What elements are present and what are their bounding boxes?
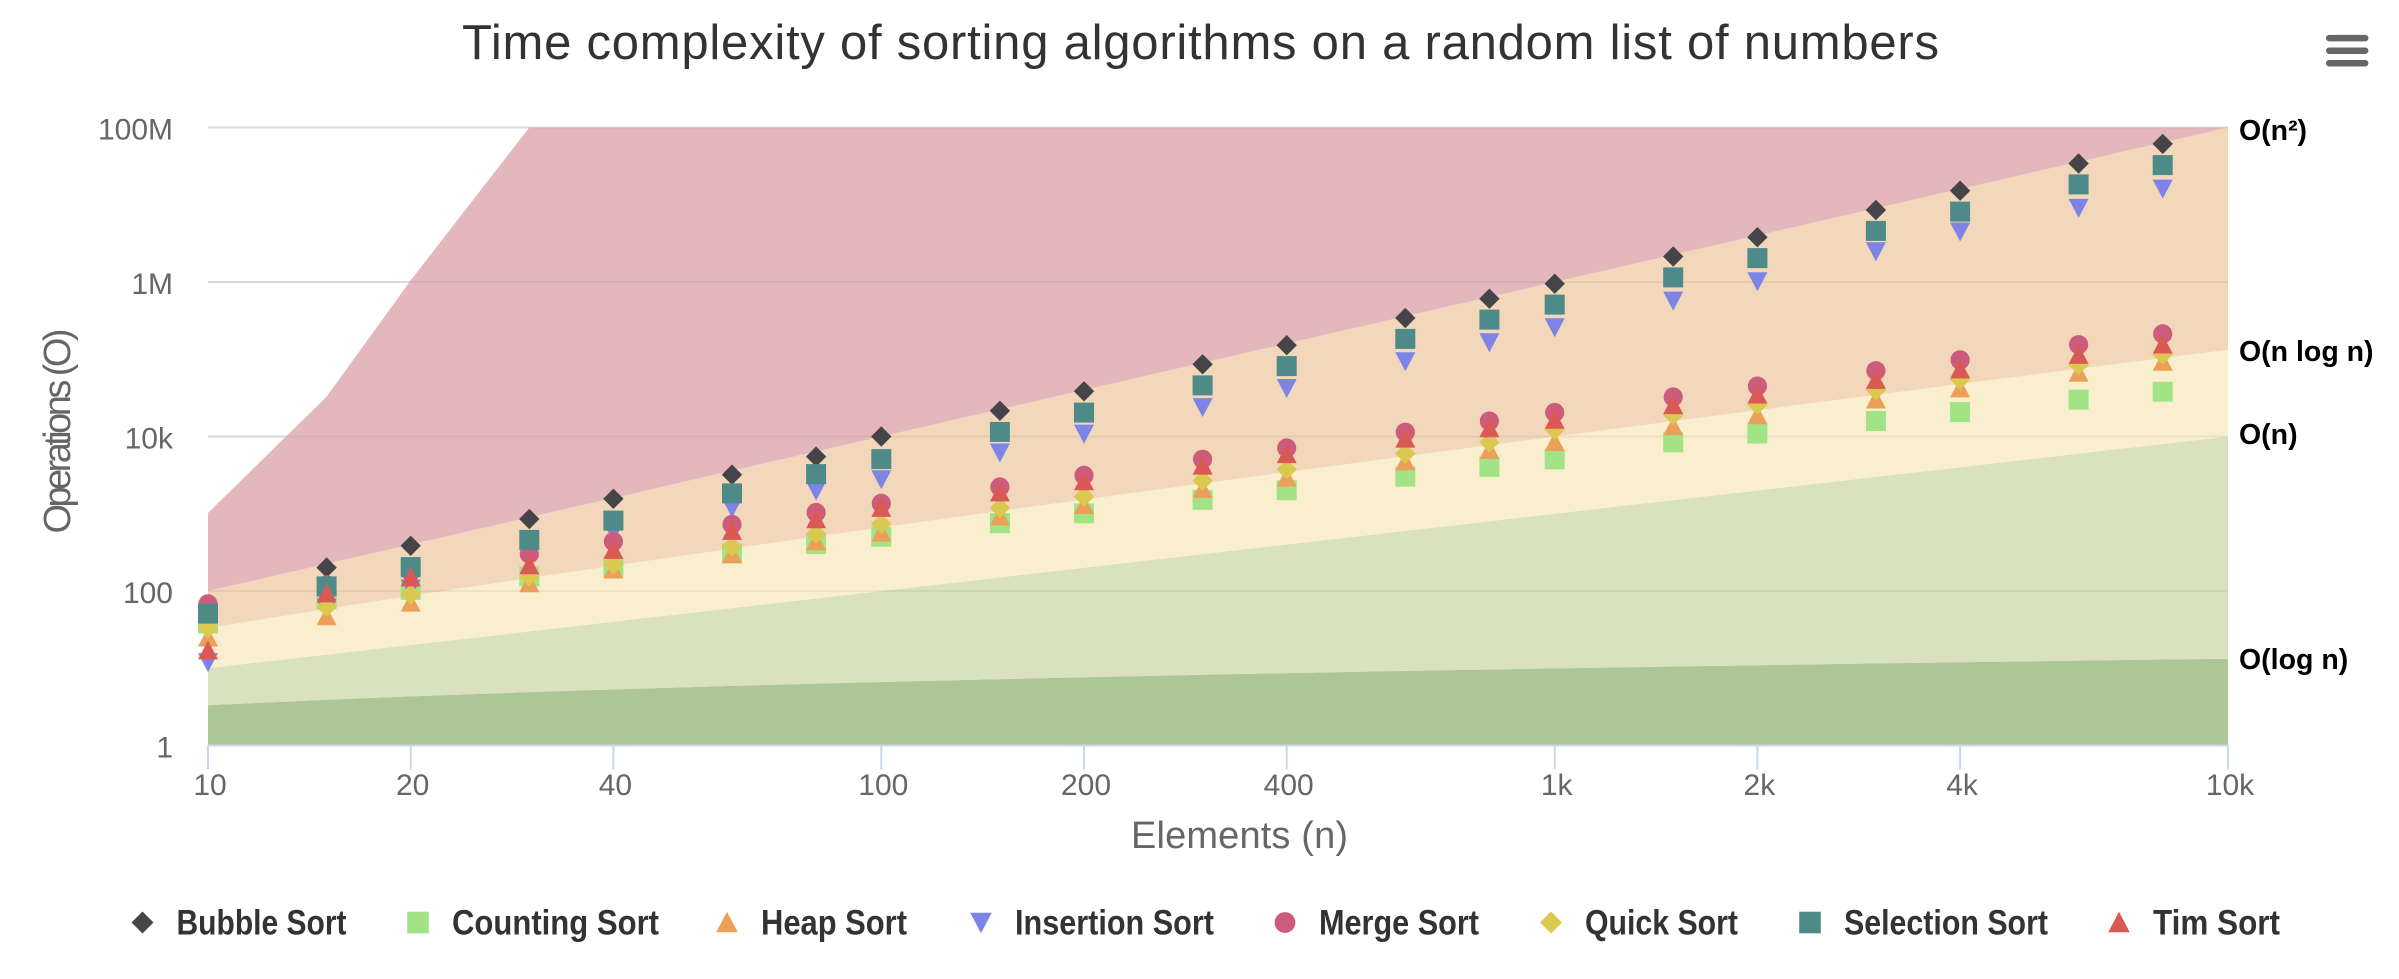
svg-text:Bubble Sort: Bubble Sort xyxy=(177,904,347,943)
svg-text:1M: 1M xyxy=(131,268,173,301)
svg-text:Counting Sort: Counting Sort xyxy=(452,904,659,943)
svg-text:10k: 10k xyxy=(125,423,174,456)
svg-text:4k: 4k xyxy=(1946,769,1979,802)
svg-text:Quick Sort: Quick Sort xyxy=(1585,904,1738,943)
svg-text:Heap Sort: Heap Sort xyxy=(761,904,907,943)
svg-text:Elements (n): Elements (n) xyxy=(1131,815,1348,857)
svg-text:100: 100 xyxy=(858,769,908,802)
svg-text:20: 20 xyxy=(396,769,429,802)
svg-text:O(n²): O(n²) xyxy=(2239,115,2307,147)
svg-text:100M: 100M xyxy=(98,114,173,147)
svg-text:O(log n): O(log n) xyxy=(2239,644,2348,676)
svg-text:Insertion Sort: Insertion Sort xyxy=(1015,904,1214,943)
svg-text:O(n log n): O(n log n) xyxy=(2239,336,2374,368)
svg-text:O(n): O(n) xyxy=(2239,419,2298,451)
svg-text:1k: 1k xyxy=(1541,769,1574,802)
svg-text:Selection Sort: Selection Sort xyxy=(1844,904,2048,943)
svg-text:2k: 2k xyxy=(1744,769,1777,802)
svg-text:Operations (O): Operations (O) xyxy=(37,329,79,534)
svg-text:Merge Sort: Merge Sort xyxy=(1319,904,1479,943)
svg-text:200: 200 xyxy=(1061,769,1111,802)
svg-text:Tim Sort: Tim Sort xyxy=(2153,904,2280,943)
svg-text:10k: 10k xyxy=(2206,769,2255,802)
svg-text:400: 400 xyxy=(1264,769,1314,802)
svg-text:Time complexity of sorting alg: Time complexity of sorting algorithms on… xyxy=(462,16,1939,70)
svg-text:10: 10 xyxy=(193,769,226,802)
svg-text:40: 40 xyxy=(599,769,632,802)
svg-text:1: 1 xyxy=(156,732,173,765)
svg-text:100: 100 xyxy=(123,577,173,610)
